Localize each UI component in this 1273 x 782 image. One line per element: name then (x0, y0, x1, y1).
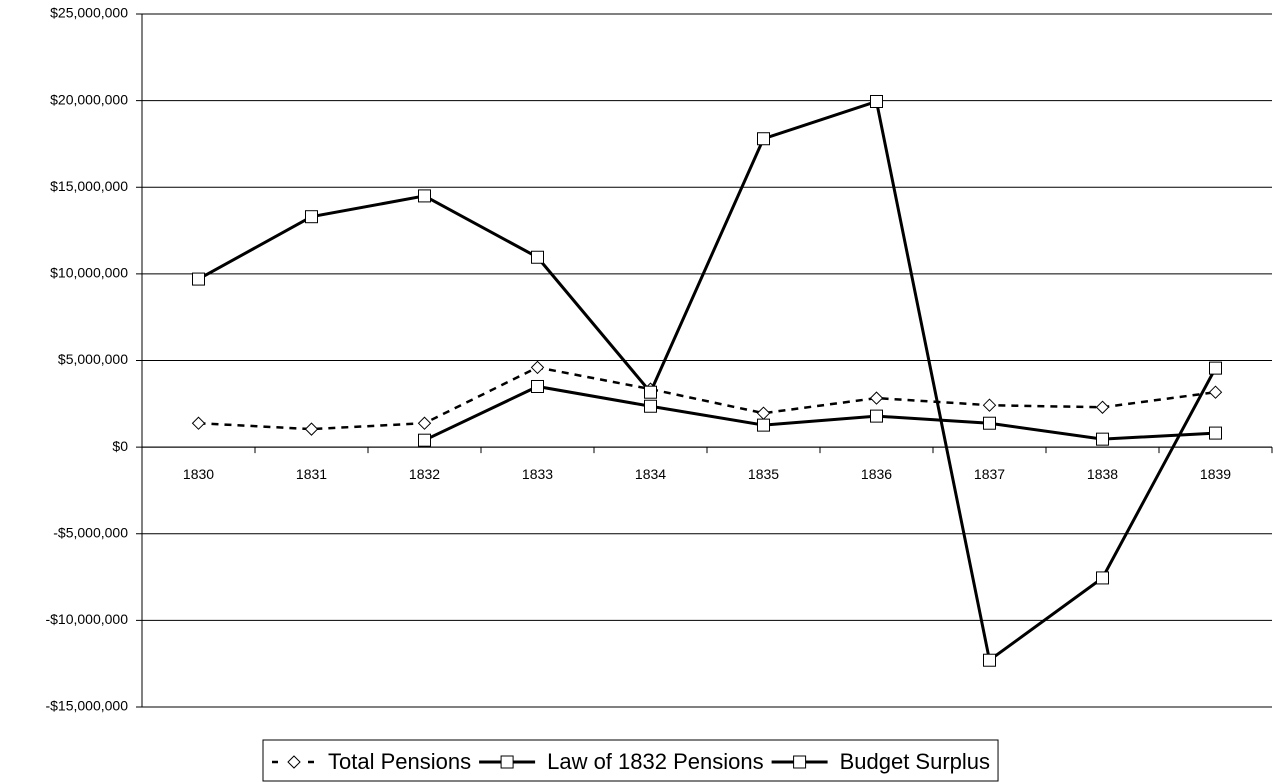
legend-text: Total Pensions (328, 749, 471, 774)
marker (869, 391, 884, 405)
y-tick-label: $20,000,000 (50, 91, 128, 107)
legend-text: Budget Surplus (840, 749, 990, 774)
series-line (423, 384, 1216, 442)
legend: Total Pensions Law of 1832 Pensions Budget… (262, 739, 999, 782)
y-tick-label: $25,000,000 (50, 5, 128, 21)
legend-box (262, 739, 999, 782)
marker (191, 416, 206, 430)
legend-marker (793, 755, 807, 769)
legend-text: Law of 1832 Pensions (547, 749, 764, 774)
x-tick-label: 1836 (861, 466, 892, 482)
marker (1208, 385, 1223, 399)
legend-marker (500, 755, 514, 769)
marker (530, 360, 545, 375)
marker (982, 398, 997, 412)
y-tick-label: $15,000,000 (50, 178, 128, 194)
x-tick-label: 1835 (748, 466, 779, 482)
marker (1095, 400, 1110, 414)
marker (870, 94, 883, 108)
marker (757, 418, 770, 432)
x-tick-label: 1834 (635, 466, 666, 482)
series-line (197, 99, 1217, 663)
x-tick-label: 1831 (296, 466, 327, 482)
series-line (198, 366, 1216, 431)
x-tick-label: 1830 (183, 466, 214, 482)
x-tick-label: 1839 (1200, 466, 1231, 482)
marker (418, 189, 431, 203)
x-tick-label: 1837 (974, 466, 1005, 482)
y-tick-label: $0 (112, 438, 128, 454)
marker (644, 399, 657, 413)
marker (983, 653, 996, 667)
y-tick-label: -$15,000,000 (45, 698, 128, 714)
marker (644, 385, 657, 399)
x-tick-label: 1832 (409, 466, 440, 482)
marker (1096, 571, 1109, 585)
marker (531, 250, 544, 264)
marker (757, 132, 770, 146)
marker (531, 379, 544, 393)
y-tick-label: -$10,000,000 (45, 611, 128, 627)
x-tick-label: 1833 (522, 466, 553, 482)
marker (983, 416, 996, 430)
marker (1209, 361, 1222, 375)
legend-marker (287, 755, 301, 769)
marker (305, 210, 318, 224)
marker (1096, 432, 1109, 446)
marker (417, 416, 432, 430)
y-tick-label: -$5,000,000 (53, 524, 128, 540)
marker (418, 433, 431, 447)
marker (756, 406, 771, 420)
marker (1209, 426, 1222, 440)
marker (870, 409, 883, 423)
y-tick-label: $5,000,000 (58, 351, 128, 367)
marker (192, 272, 205, 286)
x-tick-label: 1838 (1087, 466, 1118, 482)
marker (304, 422, 319, 436)
y-tick-label: $10,000,000 (50, 265, 128, 281)
